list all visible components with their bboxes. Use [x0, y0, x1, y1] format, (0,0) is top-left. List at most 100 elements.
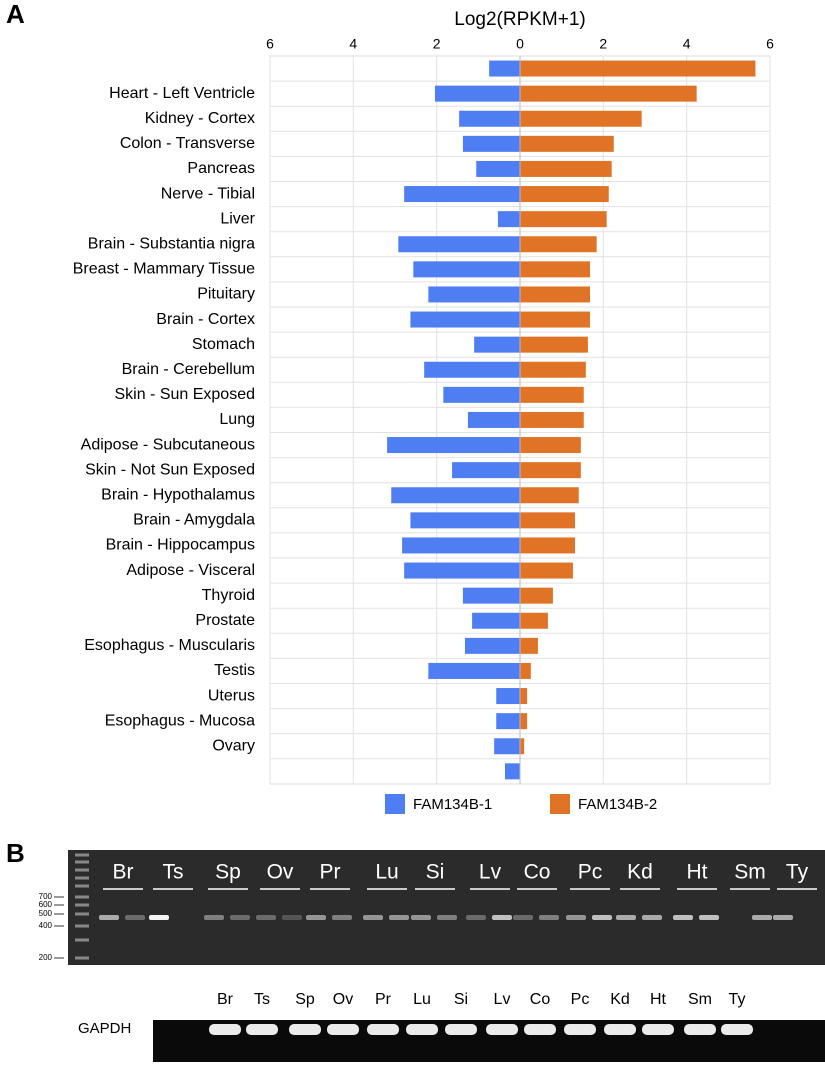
bar: [387, 437, 520, 454]
y-tick-label: Brain - Hypothalamus: [101, 486, 255, 503]
band: [256, 915, 276, 920]
bar: [476, 160, 520, 177]
lane-label: Ts: [163, 861, 184, 884]
band: [513, 915, 533, 920]
control-lane-label: Ht: [650, 991, 667, 1008]
band: [466, 915, 486, 920]
ladder-label: 200: [39, 953, 53, 962]
ladder-label: 600: [39, 900, 53, 909]
ladder-band: [75, 876, 89, 880]
control-lane-label: Ty: [729, 991, 746, 1008]
lane-label: Pr: [320, 861, 341, 884]
control-lane-label: Ts: [254, 991, 270, 1008]
bar: [410, 311, 520, 328]
y-tick-label: Skin - Sun Exposed: [114, 386, 255, 403]
control-lane-label: Si: [454, 991, 468, 1008]
bar: [496, 713, 520, 730]
x-tick-label: 2: [599, 36, 607, 52]
bar: [520, 110, 642, 127]
band: [363, 915, 383, 920]
bar: [494, 738, 520, 755]
y-tick-label: Lung: [219, 411, 255, 428]
control-lane-label: Pr: [375, 991, 392, 1008]
y-tick-label: Brain - Hippocampus: [106, 537, 255, 554]
bar: [520, 688, 528, 705]
control-band: [289, 1024, 321, 1035]
band: [616, 915, 636, 920]
y-tick-label: Pancreas: [187, 160, 255, 177]
bar: [497, 211, 520, 228]
y-tick-label: Colon - Transverse: [120, 135, 255, 152]
ladder-band: [75, 956, 89, 960]
y-tick-label: Ovary: [212, 737, 255, 754]
bar: [520, 311, 590, 328]
bar: [520, 537, 575, 554]
bar: [452, 462, 520, 479]
y-tick-label: Brain - Substantia nigra: [88, 235, 255, 252]
chart-title: Log2(RPKM+1): [454, 9, 585, 30]
lane-label: Sm: [734, 861, 766, 884]
bar: [520, 336, 588, 353]
bar: [520, 386, 584, 403]
band: [230, 915, 250, 920]
bar: [520, 236, 597, 253]
control-band: [209, 1024, 241, 1035]
bar: [520, 512, 575, 529]
y-tick-label: Brain - Cerebellum: [122, 361, 255, 378]
control-lane-label: Pc: [571, 991, 590, 1008]
control-band: [604, 1024, 636, 1035]
y-tick-label: Adipose - Subcutaneous: [81, 436, 255, 453]
band: [566, 915, 586, 920]
bar: [404, 562, 520, 579]
band: [306, 915, 326, 920]
band: [149, 915, 169, 920]
x-tick-label: 0: [516, 36, 524, 52]
legend-swatch: [385, 794, 405, 814]
bar: [435, 85, 520, 102]
lane-label: Ht: [687, 861, 708, 884]
control-lane-label: Lu: [413, 991, 431, 1008]
band: [592, 915, 612, 920]
panel-label: A: [6, 0, 25, 29]
bar: [520, 160, 612, 177]
ladder-band: [75, 853, 89, 857]
legend-label: FAM134B-1: [413, 796, 492, 813]
bar: [520, 60, 756, 77]
ladder-band: [75, 912, 89, 916]
y-tick-label: Pituitary: [197, 286, 255, 303]
control-label: GAPDH: [78, 1020, 131, 1037]
band: [437, 915, 457, 920]
y-tick-label: Esophagus - Muscularis: [84, 637, 255, 654]
ladder-band: [75, 860, 89, 864]
control-band: [684, 1024, 716, 1035]
bar: [520, 637, 538, 654]
bar: [520, 85, 697, 102]
lane-label: Kd: [627, 861, 653, 884]
bar: [467, 411, 520, 428]
lane-label: Ty: [786, 861, 809, 884]
band: [99, 915, 119, 920]
lane-label: Sp: [215, 861, 241, 884]
bar: [520, 211, 607, 228]
ladder-band: [75, 924, 89, 928]
y-tick-label: Stomach: [192, 336, 255, 353]
band: [389, 915, 409, 920]
x-tick-label: 4: [349, 36, 357, 52]
y-tick-label: Thyroid: [202, 587, 255, 604]
y-tick-label: Testis: [214, 662, 255, 679]
control-lane-label: Lv: [494, 991, 511, 1008]
bar: [520, 437, 581, 454]
bar: [413, 261, 520, 278]
bar: [465, 637, 520, 654]
bar: [428, 662, 520, 679]
bar: [402, 537, 520, 554]
band: [332, 915, 352, 920]
bar: [410, 512, 520, 529]
band: [773, 915, 793, 920]
panel-label: B: [6, 838, 25, 868]
bar: [496, 688, 520, 705]
bar: [520, 612, 548, 629]
ladder-band: [75, 938, 89, 942]
ladder-label: 400: [39, 921, 53, 930]
control-band: [367, 1024, 399, 1035]
